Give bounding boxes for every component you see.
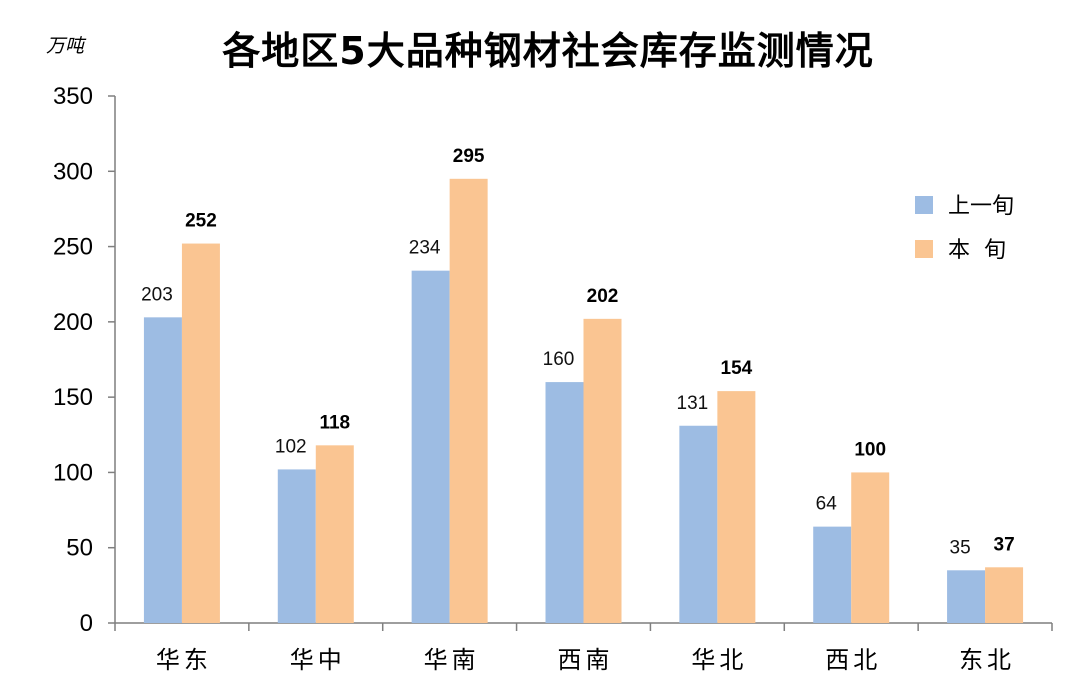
data-label-previous-period: 35 bbox=[950, 537, 971, 558]
y-tick-label: 0 bbox=[80, 610, 93, 637]
bar-previous-period bbox=[411, 270, 450, 623]
bar-current-period bbox=[851, 472, 890, 623]
bar-previous-period bbox=[277, 469, 316, 623]
legend-swatch bbox=[915, 196, 933, 214]
y-tick-label: 100 bbox=[53, 459, 93, 486]
data-labels: 203 252 102 118 234 295 160 202 131 154 64 100 35 37 bbox=[141, 146, 1015, 558]
y-tick-label: 150 bbox=[53, 384, 93, 411]
x-tick-label: 华北 bbox=[691, 646, 747, 674]
data-label-previous-period: 160 bbox=[543, 349, 575, 370]
data-label-previous-period: 234 bbox=[409, 238, 441, 259]
bar-previous-period bbox=[545, 382, 584, 623]
data-label-current-period: 252 bbox=[185, 211, 217, 232]
bar-current-period bbox=[985, 567, 1024, 623]
data-label-current-period: 37 bbox=[994, 534, 1015, 555]
data-label-current-period: 295 bbox=[453, 146, 485, 167]
data-label-previous-period: 102 bbox=[275, 436, 307, 457]
x-tick-label: 东北 bbox=[959, 646, 1015, 674]
x-tick-label: 西南 bbox=[558, 646, 614, 674]
bar-current-period bbox=[315, 445, 354, 623]
y-tick-label: 50 bbox=[66, 535, 93, 562]
data-label-current-period: 202 bbox=[587, 286, 619, 307]
data-label-current-period: 100 bbox=[854, 439, 886, 460]
x-tick-label: 西北 bbox=[825, 646, 881, 674]
legend-swatch bbox=[915, 240, 933, 258]
y-tick-label: 200 bbox=[53, 309, 93, 336]
y-tick-label: 250 bbox=[53, 234, 93, 261]
data-label-previous-period: 203 bbox=[141, 284, 173, 305]
data-label-previous-period: 64 bbox=[816, 494, 838, 515]
bar-current-period bbox=[449, 178, 488, 624]
legend-label: 上一旬 bbox=[948, 194, 1014, 219]
bar-previous-period bbox=[947, 570, 986, 623]
y-axis-unit-label: 万吨 bbox=[46, 35, 87, 57]
axes: 0 50 100 150 200 250 300 350 华东 华中 华南 西南 华北 西北 东北 bbox=[53, 83, 1053, 674]
bar-previous-period bbox=[143, 317, 182, 623]
bar-previous-period bbox=[679, 425, 718, 623]
legend-label: 本 旬 bbox=[948, 238, 1006, 263]
chart-title: 各地区5大品种钢材社会库存监测情况 bbox=[222, 29, 873, 73]
bar-current-period bbox=[181, 243, 220, 623]
x-tick-label: 华东 bbox=[156, 646, 212, 674]
data-label-current-period: 118 bbox=[319, 412, 350, 433]
data-label-previous-period: 131 bbox=[677, 393, 709, 414]
bar-previous-period bbox=[813, 526, 852, 623]
bar-current-period bbox=[717, 391, 756, 623]
y-tick-label: 350 bbox=[53, 83, 93, 110]
data-label-current-period: 154 bbox=[721, 358, 753, 379]
x-tick-label: 华南 bbox=[424, 646, 480, 674]
bars bbox=[143, 178, 1024, 624]
y-tick-label: 300 bbox=[53, 158, 93, 185]
bar-current-period bbox=[583, 318, 622, 623]
x-tick-label: 华中 bbox=[290, 646, 346, 674]
